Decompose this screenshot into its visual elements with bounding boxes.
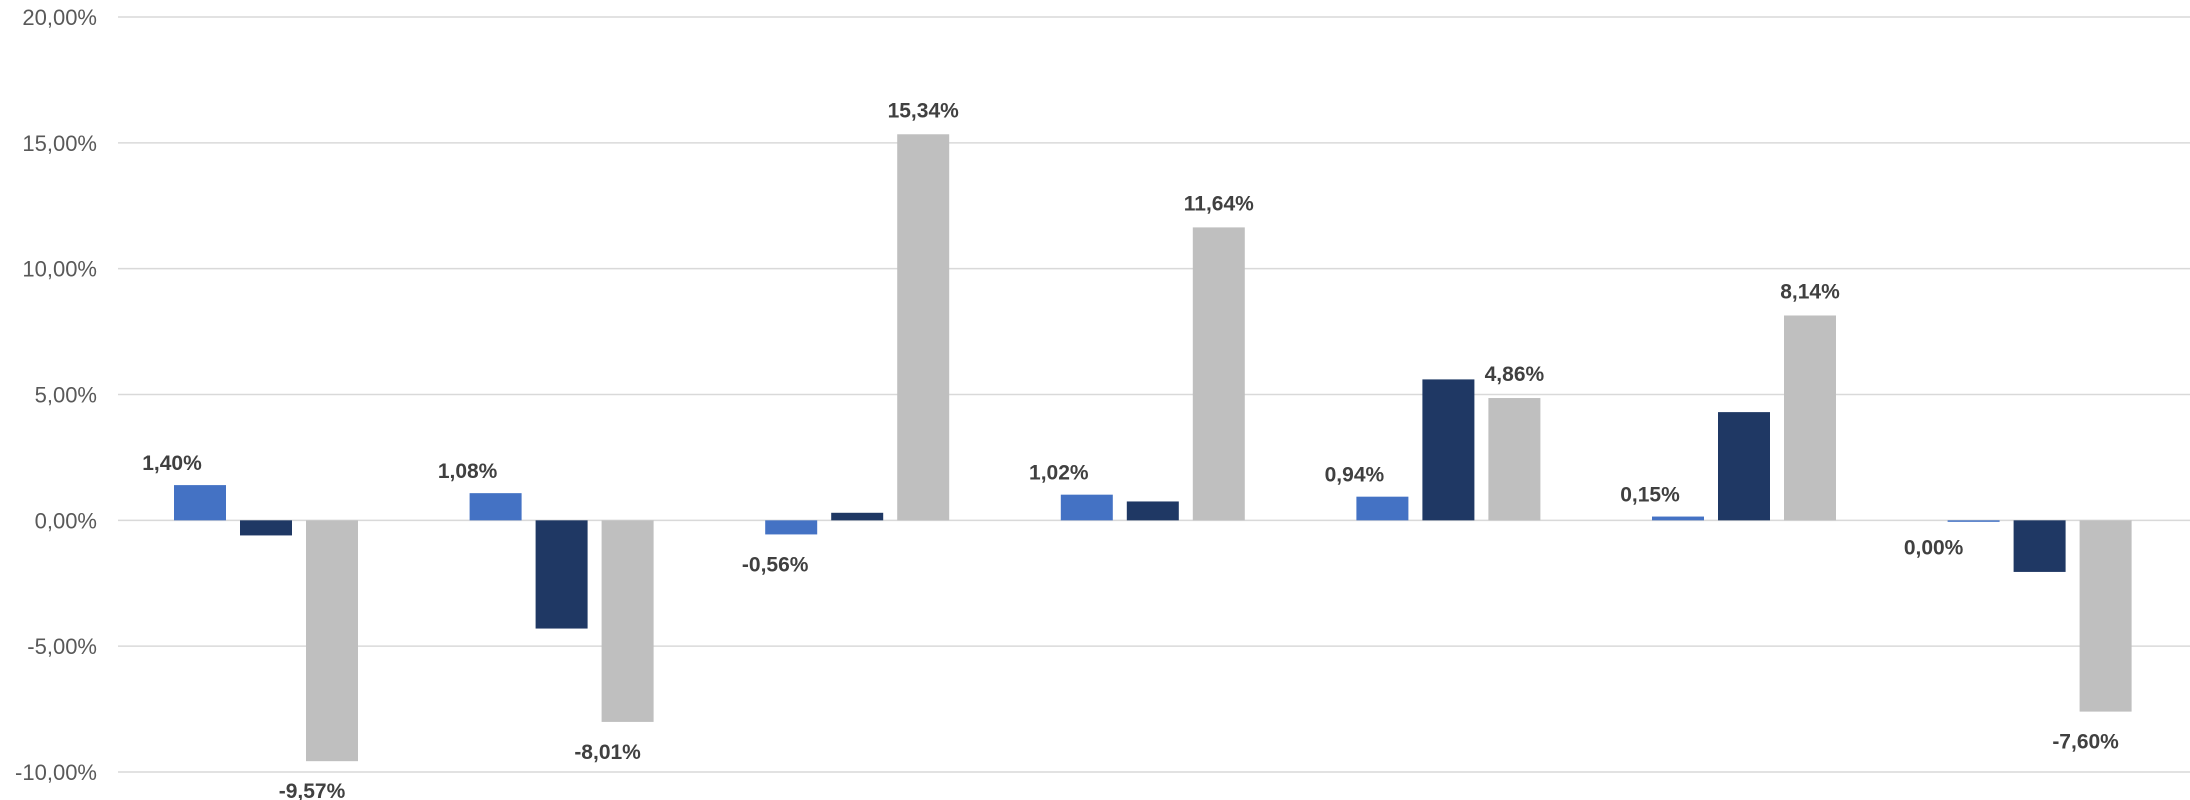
gridlines xyxy=(118,16,2190,773)
bar xyxy=(1947,520,2000,522)
bar xyxy=(765,520,818,535)
y-tick-label: 10,00% xyxy=(22,257,97,282)
data-label: -0,56% xyxy=(742,553,809,576)
bar xyxy=(1488,398,1541,521)
data-labels: 1,40% -9,57% 1,08% -8,01% -0,56% 15,34% 1,02% 1… xyxy=(142,99,2119,800)
bar xyxy=(1060,494,1113,521)
bar xyxy=(601,520,654,722)
bar xyxy=(469,493,522,521)
bar xyxy=(831,512,884,521)
y-tick-label: 0,00% xyxy=(35,508,97,533)
bar xyxy=(1192,227,1245,521)
bar xyxy=(2013,520,2066,572)
data-label: 15,34% xyxy=(888,99,960,122)
bar xyxy=(1652,516,1704,521)
bar xyxy=(2079,520,2132,712)
data-label: 0,15% xyxy=(1620,484,1680,507)
data-label: 11,64% xyxy=(1184,192,1254,215)
data-label: 1,40% xyxy=(142,452,202,475)
bar xyxy=(174,485,226,521)
bar xyxy=(1784,315,1836,521)
bar xyxy=(1126,501,1179,521)
y-tick-label: -10,00% xyxy=(15,760,97,785)
y-tick-label: 20,00% xyxy=(22,5,97,30)
bar xyxy=(535,520,588,629)
bar xyxy=(1718,412,1770,521)
y-axis-tick-labels: 20,00% 15,00% 10,00% 5,00% 0,00% -5,00% -10,00… xyxy=(15,5,97,785)
data-label: 8,14% xyxy=(1780,280,1840,303)
data-label: -8,01% xyxy=(574,741,641,764)
bar xyxy=(1356,496,1409,521)
bars xyxy=(174,134,2132,762)
data-label: -7,60% xyxy=(2052,731,2119,754)
data-label: 1,08% xyxy=(438,460,498,483)
bar xyxy=(1422,379,1475,521)
y-tick-label: -5,00% xyxy=(27,634,97,659)
data-label: -9,57% xyxy=(279,780,346,800)
data-label: 4,86% xyxy=(1485,363,1545,386)
bar xyxy=(897,134,950,521)
data-label: 0,00% xyxy=(1904,536,1964,559)
y-tick-label: 15,00% xyxy=(22,131,97,156)
data-label: 0,94% xyxy=(1325,464,1385,487)
y-tick-label: 5,00% xyxy=(35,383,97,408)
bar xyxy=(306,520,358,762)
data-label: 1,02% xyxy=(1029,462,1089,485)
bar xyxy=(240,520,292,536)
